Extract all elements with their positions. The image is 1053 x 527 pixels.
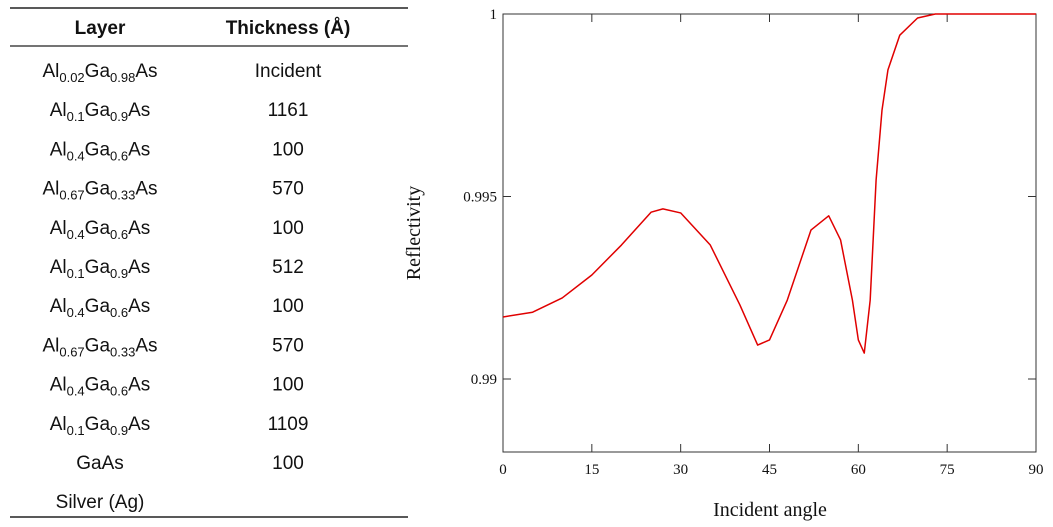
formula-text: Ga bbox=[85, 296, 111, 317]
subscript: 0.4 bbox=[67, 305, 85, 320]
formula-text: Al bbox=[42, 61, 59, 82]
layer-cell: Al0.4Ga0.6As bbox=[50, 296, 151, 320]
formula-text: Al bbox=[42, 335, 59, 356]
subscript: 0.1 bbox=[67, 109, 85, 124]
subscript: 0.9 bbox=[110, 109, 128, 124]
layer-cell: Al0.1Ga0.9As bbox=[50, 100, 151, 124]
thickness-cell: 100 bbox=[272, 218, 304, 239]
subscript: 0.9 bbox=[110, 266, 128, 281]
thickness-cell: 100 bbox=[272, 139, 304, 160]
reflectivity-line bbox=[502, 13, 1036, 354]
formula-text: Ga bbox=[85, 179, 111, 200]
subscript: 0.9 bbox=[110, 423, 128, 438]
layer-cell: Silver (Ag) bbox=[56, 492, 145, 513]
thickness-cell: 512 bbox=[272, 257, 304, 278]
layer-cell: Al0.4Ga0.6As bbox=[50, 375, 151, 399]
subscript: 0.67 bbox=[59, 188, 84, 203]
formula-text: Ga bbox=[85, 257, 111, 278]
thickness-cell: Incident bbox=[255, 61, 322, 82]
formula-text: Ga bbox=[85, 61, 111, 82]
formula-text: As bbox=[128, 414, 150, 435]
formula-text: As bbox=[135, 61, 157, 82]
formula-text: Al bbox=[50, 218, 67, 239]
subscript: 0.1 bbox=[67, 266, 85, 281]
y-tick-label: 0.99 bbox=[471, 372, 497, 388]
subscript: 0.02 bbox=[59, 70, 84, 85]
layer-cell: Al0.1Ga0.9As bbox=[50, 414, 151, 438]
thickness-cell: 570 bbox=[272, 179, 304, 200]
subscript: 0.6 bbox=[110, 227, 128, 242]
column-header: Layer bbox=[75, 18, 126, 39]
subscript: 0.4 bbox=[67, 227, 85, 242]
subscript: 0.6 bbox=[110, 148, 128, 163]
subscript: 0.1 bbox=[67, 423, 85, 438]
x-tick-label: 75 bbox=[940, 462, 955, 478]
thickness-cell: 1161 bbox=[268, 100, 309, 121]
plot-frame bbox=[502, 13, 1037, 453]
layer-cell: Al0.4Ga0.6As bbox=[50, 139, 151, 163]
y-tick-label: 0.995 bbox=[463, 190, 497, 206]
layer-cell: Al0.1Ga0.9As bbox=[50, 257, 151, 281]
formula-text: Al bbox=[50, 257, 67, 278]
x-tick-label: 45 bbox=[762, 462, 777, 478]
column-header: Thickness (Å) bbox=[226, 18, 351, 39]
x-tick-label: 60 bbox=[851, 462, 866, 478]
formula-text: Ga bbox=[85, 375, 111, 396]
subscript: 0.67 bbox=[59, 344, 84, 359]
formula-text: Ga bbox=[85, 218, 111, 239]
formula-text: Al bbox=[50, 100, 67, 121]
formula-text: Al bbox=[42, 179, 59, 200]
layer-cell: Al0.02Ga0.98As bbox=[42, 61, 157, 85]
formula-text: GaAs bbox=[76, 453, 124, 474]
formula-text: Ga bbox=[85, 335, 111, 356]
layer-cell: Al0.4Ga0.6As bbox=[50, 218, 151, 242]
thickness-cell: 100 bbox=[272, 296, 304, 317]
formula-text: As bbox=[128, 139, 150, 160]
formula-text: Silver (Ag) bbox=[56, 492, 145, 513]
subscript: 0.98 bbox=[110, 70, 135, 85]
layer-cell: Al0.67Ga0.33As bbox=[42, 335, 157, 359]
formula-text: Ga bbox=[85, 139, 111, 160]
formula-text: As bbox=[135, 179, 157, 200]
formula-text: Al bbox=[50, 296, 67, 317]
subscript: 0.4 bbox=[67, 148, 85, 163]
x-tick-label: 0 bbox=[499, 462, 507, 478]
subscript: 0.4 bbox=[67, 384, 85, 399]
formula-text: Ga bbox=[85, 414, 111, 435]
subscript: 0.6 bbox=[110, 384, 128, 399]
y-tick-label: 1 bbox=[490, 7, 498, 23]
formula-text: As bbox=[128, 257, 150, 278]
formula-text: Al bbox=[50, 375, 67, 396]
formula-text: As bbox=[128, 100, 150, 121]
x-tick-label: 90 bbox=[1029, 462, 1044, 478]
layer-cell: GaAs bbox=[76, 453, 124, 474]
subscript: 0.33 bbox=[110, 188, 135, 203]
x-axis-label: Incident angle bbox=[713, 499, 827, 521]
thickness-cell: 100 bbox=[272, 375, 304, 396]
formula-text: As bbox=[135, 335, 157, 356]
y-axis-label: Reflectivity bbox=[403, 186, 425, 280]
formula-text: Al bbox=[50, 414, 67, 435]
layer-cell: Al0.67Ga0.33As bbox=[42, 179, 157, 203]
subscript: 0.6 bbox=[110, 305, 128, 320]
x-tick-label: 30 bbox=[673, 462, 688, 478]
thickness-cell: 100 bbox=[272, 453, 304, 474]
formula-text: Ga bbox=[85, 100, 111, 121]
x-tick-label: 15 bbox=[584, 462, 599, 478]
thickness-cell: 1109 bbox=[268, 414, 309, 435]
formula-text: As bbox=[128, 296, 150, 317]
formula-text: As bbox=[128, 375, 150, 396]
thickness-cell: 570 bbox=[272, 335, 304, 356]
formula-text: Al bbox=[50, 139, 67, 160]
subscript: 0.33 bbox=[110, 344, 135, 359]
formula-text: As bbox=[128, 218, 150, 239]
